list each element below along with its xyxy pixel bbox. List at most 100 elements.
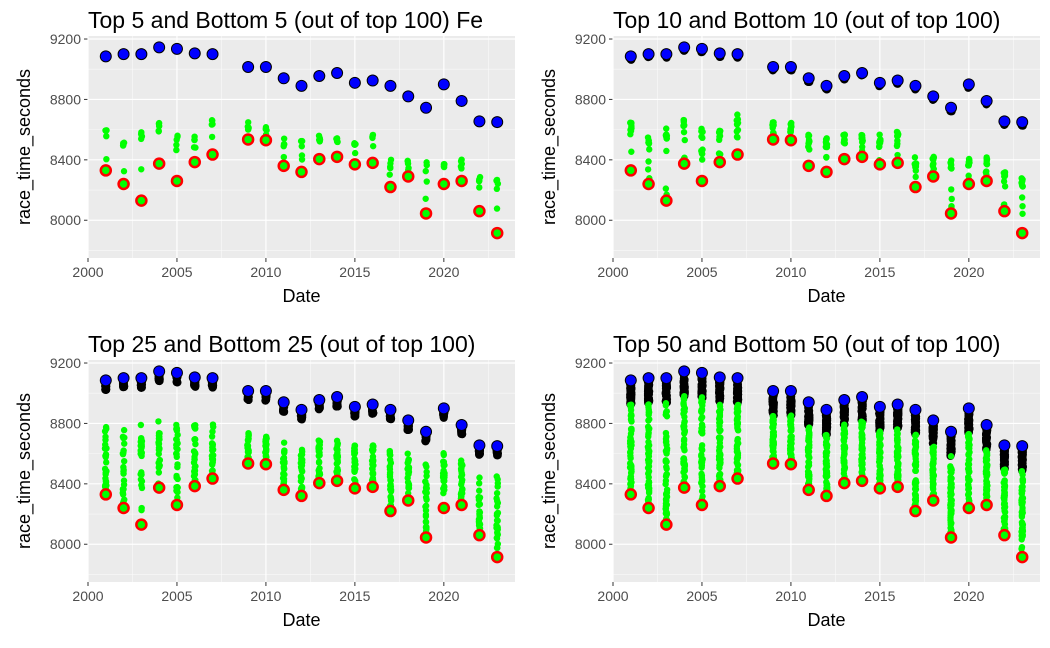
fastest-point	[348, 158, 362, 171]
bottom-group-point	[1018, 543, 1026, 551]
bottom-group-point	[645, 417, 652, 424]
slowest-point	[437, 402, 450, 415]
bottom-group-point	[717, 427, 724, 434]
bottom-group-point	[458, 160, 466, 168]
bottom-group-point	[822, 136, 830, 143]
bottom-group-point	[680, 458, 687, 466]
bottom-group-point	[627, 452, 634, 460]
bottom-group-point	[628, 468, 635, 475]
bottom-group-point	[929, 162, 937, 170]
bottom-group-point	[699, 483, 706, 490]
bottom-group-point	[155, 440, 163, 448]
top-group-point	[662, 383, 671, 392]
bottom-group-point	[440, 451, 447, 459]
bottom-group-point	[965, 486, 972, 493]
top-group-point	[698, 377, 707, 386]
bottom-group-point	[280, 153, 288, 161]
slowest-point	[491, 116, 504, 129]
bottom-group-point	[1001, 490, 1008, 497]
bottom-group-point	[662, 457, 669, 464]
bottom-group-point	[699, 134, 706, 142]
bottom-group-point	[966, 157, 973, 164]
fastest-point	[873, 482, 887, 495]
fastest-point	[891, 480, 904, 494]
bottom-group-point	[386, 171, 393, 178]
top-group-point	[136, 383, 145, 392]
bottom-group-point	[717, 443, 724, 451]
bottom-group-point	[662, 505, 669, 513]
bottom-group-point	[912, 492, 919, 499]
slowest-point	[170, 42, 183, 55]
bottom-group-point	[628, 425, 635, 433]
bottom-group-point	[423, 468, 430, 476]
bottom-group-point	[280, 135, 288, 142]
slowest-point	[206, 372, 219, 385]
bottom-group-point	[103, 155, 110, 163]
bottom-group-point	[663, 125, 670, 132]
bottom-group-point	[645, 403, 652, 411]
bottom-group-point	[911, 447, 919, 454]
x-tick-label: 2015	[864, 264, 895, 280]
slowest-point	[873, 400, 886, 413]
slowest-point	[313, 70, 326, 83]
fastest-point	[490, 226, 504, 240]
chart-panel-top-50: Top 50 and Bottom 50 (out of top 100) 800…	[525, 324, 1050, 648]
slowest-point	[713, 371, 726, 384]
bottom-group-point	[769, 439, 776, 446]
fastest-point	[713, 479, 726, 493]
top-group-point	[804, 406, 813, 415]
fastest-point	[998, 204, 1011, 218]
slowest-point	[295, 403, 308, 416]
bottom-group-point	[858, 444, 866, 451]
slowest-point	[1016, 116, 1029, 129]
bottom-group-point	[787, 445, 795, 453]
bottom-group-point	[983, 463, 991, 471]
slowest-point	[366, 74, 379, 87]
slowest-point	[259, 384, 272, 397]
bottom-group-point	[173, 421, 180, 429]
slowest-point	[891, 74, 904, 87]
bottom-group-point	[698, 428, 705, 436]
data-points	[624, 41, 1029, 240]
bottom-group-point	[805, 426, 813, 434]
bottom-group-point	[245, 433, 252, 440]
x-tick-label: 2010	[250, 264, 281, 280]
bottom-group-point	[805, 132, 813, 139]
fastest-point	[677, 481, 691, 494]
bottom-group-point	[138, 437, 146, 445]
bottom-group-point	[209, 461, 216, 468]
slowest-point	[856, 391, 869, 403]
bottom-group-point	[663, 408, 671, 415]
bottom-group-point	[982, 169, 990, 176]
slowest-point	[820, 403, 833, 416]
bottom-group-point	[120, 463, 127, 471]
bottom-group-point	[1001, 173, 1008, 180]
bottom-group-point	[262, 449, 269, 456]
fastest-point	[348, 482, 362, 495]
bottom-group-point	[734, 403, 741, 411]
chart-panel-top-5: Top 5 and Bottom 5 (out of top 100) Fe 80…	[0, 0, 525, 324]
bottom-group-point	[912, 432, 919, 439]
bottom-group-point	[1019, 487, 1026, 494]
bottom-group-point	[680, 443, 687, 451]
bottom-group-point	[475, 501, 482, 509]
fastest-point	[784, 133, 798, 147]
bottom-group-point	[1018, 194, 1026, 201]
bottom-group-point	[476, 494, 484, 501]
fastest-point	[944, 531, 958, 544]
top-group-point	[297, 414, 306, 423]
bottom-group-point	[699, 146, 706, 153]
bottom-group-point	[805, 143, 812, 150]
top-group-point	[680, 376, 689, 385]
bottom-group-point	[174, 133, 181, 141]
bottom-group-point	[894, 456, 901, 464]
bottom-group-point	[208, 433, 216, 440]
fastest-point	[135, 194, 148, 207]
x-tick-label: 2020	[428, 588, 459, 604]
slowest-point	[117, 372, 130, 385]
fastest-point	[962, 177, 976, 191]
bottom-group-point	[298, 455, 305, 462]
bottom-group-point	[138, 469, 145, 476]
fastest-point	[295, 165, 308, 179]
bottom-group-point	[422, 518, 430, 525]
